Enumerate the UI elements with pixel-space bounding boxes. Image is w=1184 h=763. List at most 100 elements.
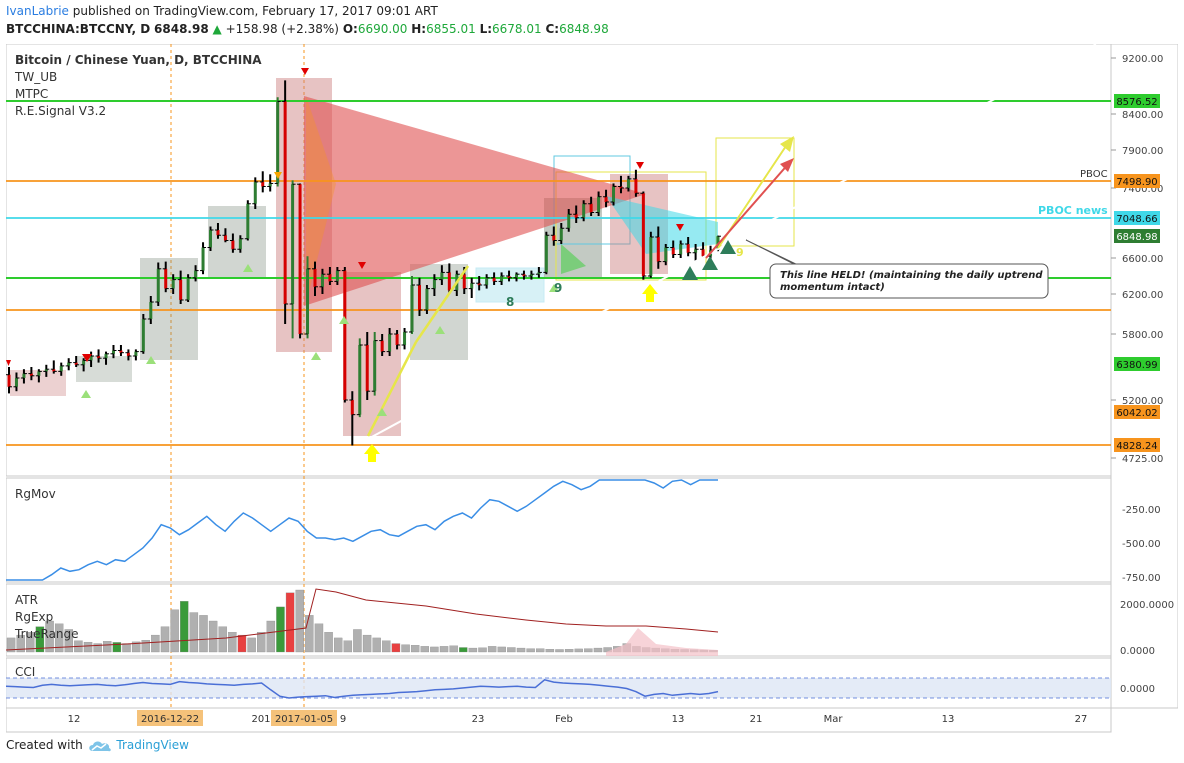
price-tick-label: 6600.00 <box>1122 254 1163 265</box>
price-tick-label: 4725.00 <box>1122 454 1163 465</box>
time-tick-label: 9 <box>340 714 346 725</box>
atr-bar <box>218 626 227 653</box>
candle-body <box>156 268 160 302</box>
candle-body <box>425 288 429 310</box>
atr-bar <box>526 648 535 653</box>
candle-body <box>358 345 362 415</box>
uptrend-line[interactable] <box>367 44 1097 440</box>
candle-body <box>52 369 56 372</box>
legend-resignal[interactable]: R.E.Signal V3.2 <box>15 104 106 118</box>
high-value: 6855.01 <box>426 22 476 36</box>
truerange-title: TrueRange <box>14 627 79 641</box>
light-green-triangle-icon <box>435 326 445 334</box>
price-axis[interactable] <box>1110 44 1178 709</box>
rgexp-title: RgExp <box>15 610 53 624</box>
chart-area[interactable]: 8 9 9 PBOC PBOC news This line HELD! (ma… <box>6 44 1178 734</box>
candle-body <box>201 247 205 271</box>
candle-body <box>649 237 653 276</box>
price-change: +158.98 (+2.38%) <box>225 22 339 36</box>
candle-body <box>388 334 392 352</box>
publish-line: IvanLabrie published on TradingView.com,… <box>6 4 438 18</box>
price-label-text: 8576.52 <box>1116 97 1157 108</box>
candle-body <box>373 340 377 392</box>
rgmov-tick-label: -750.00 <box>1122 573 1161 584</box>
low-value: 6678.01 <box>492 22 542 36</box>
author-link[interactable]: IvanLabrie <box>6 4 69 18</box>
tradingview-link[interactable]: TradingView <box>116 738 189 752</box>
candle-body <box>656 237 660 262</box>
candle-body <box>97 356 101 359</box>
atr-bar <box>353 629 362 653</box>
candle-body <box>604 196 608 202</box>
atr-bar <box>276 606 285 653</box>
candle-body <box>619 186 623 189</box>
green-triangle-icon <box>682 266 698 280</box>
time-tick-label: 13 <box>672 714 685 725</box>
atr-bar <box>410 645 420 653</box>
yellow-up-arrow-icon <box>364 444 380 462</box>
candle-body <box>492 277 496 282</box>
projection-arrow-red[interactable] <box>705 161 791 259</box>
created-with-text: Created with <box>6 738 83 752</box>
price-label-text: 6380.99 <box>1116 360 1157 371</box>
candle-body <box>544 235 548 273</box>
candle-body <box>529 274 533 277</box>
candle-body <box>500 276 504 282</box>
time-tick-label: 21 <box>750 714 763 725</box>
atr-bar <box>564 649 574 653</box>
atr-bar <box>305 615 314 653</box>
time-tick-label: 12 <box>68 714 81 725</box>
candle-body <box>612 186 616 202</box>
atr-bar <box>507 647 516 653</box>
candle-body <box>253 181 257 204</box>
price-pane[interactable] <box>6 44 1112 477</box>
atr-bar <box>343 640 353 653</box>
red-down-triangle-icon <box>6 360 11 366</box>
candle-body <box>216 230 220 236</box>
legend-mtpc[interactable]: MTPC <box>15 87 48 101</box>
price-tick-label: 9200.00 <box>1122 54 1163 65</box>
candle-body <box>231 240 235 250</box>
candle-body <box>403 332 407 345</box>
price-label-text: 4828.24 <box>1116 441 1157 452</box>
atr-bar <box>439 646 449 653</box>
time-tick-label: 13 <box>942 714 955 725</box>
candle-body <box>313 268 317 287</box>
atr-bar <box>295 589 304 653</box>
candle-body <box>119 350 123 353</box>
annotation-callout[interactable]: This line HELD! (maintaining the daily u… <box>745 239 1049 299</box>
atr-bar <box>64 629 74 653</box>
atr-bar <box>141 640 150 653</box>
candle-body <box>44 369 48 372</box>
cci-axis-ticks: 0.0000 <box>1120 684 1155 695</box>
price-label-box <box>1114 438 1160 452</box>
wave-label-9: 9 <box>736 246 744 259</box>
open-value: 6690.00 <box>357 22 408 36</box>
red-down-triangle-icon <box>676 224 684 231</box>
price-tick-label: 7400.00 <box>1122 184 1163 195</box>
rgmov-tick-label: -500.00 <box>1122 539 1161 550</box>
atr-bar <box>170 609 179 653</box>
light-green-triangle-icon <box>243 264 253 272</box>
time-tick-label: 27 <box>1075 714 1088 725</box>
candle-body <box>626 178 630 188</box>
yellow-wave-line[interactable] <box>366 341 418 437</box>
candle-body <box>440 272 444 280</box>
yellow-wave-line[interactable] <box>414 265 470 343</box>
rgmov-pane[interactable] <box>6 477 1112 583</box>
red-down-triangle-icon <box>636 162 644 169</box>
close-label: C: <box>545 22 560 36</box>
atr-bar <box>45 620 54 653</box>
atr-tick-label: 2000.0000 <box>1120 600 1174 611</box>
candle-body <box>111 350 115 354</box>
time-tick-label: 2016-12-22 <box>141 714 199 725</box>
atr-bar <box>391 643 401 653</box>
time-tick-label: Feb <box>555 714 573 725</box>
legend-tw-ub[interactable]: TW_UB <box>14 70 57 84</box>
price-label-text: 7048.66 <box>1116 214 1157 225</box>
candle-body <box>664 247 668 262</box>
green-triangle-icon <box>702 256 718 270</box>
atr-bar <box>314 623 324 653</box>
symbol-label[interactable]: BTCCHINA:BTCCNY, D <box>6 22 151 36</box>
candle-body <box>67 362 71 366</box>
